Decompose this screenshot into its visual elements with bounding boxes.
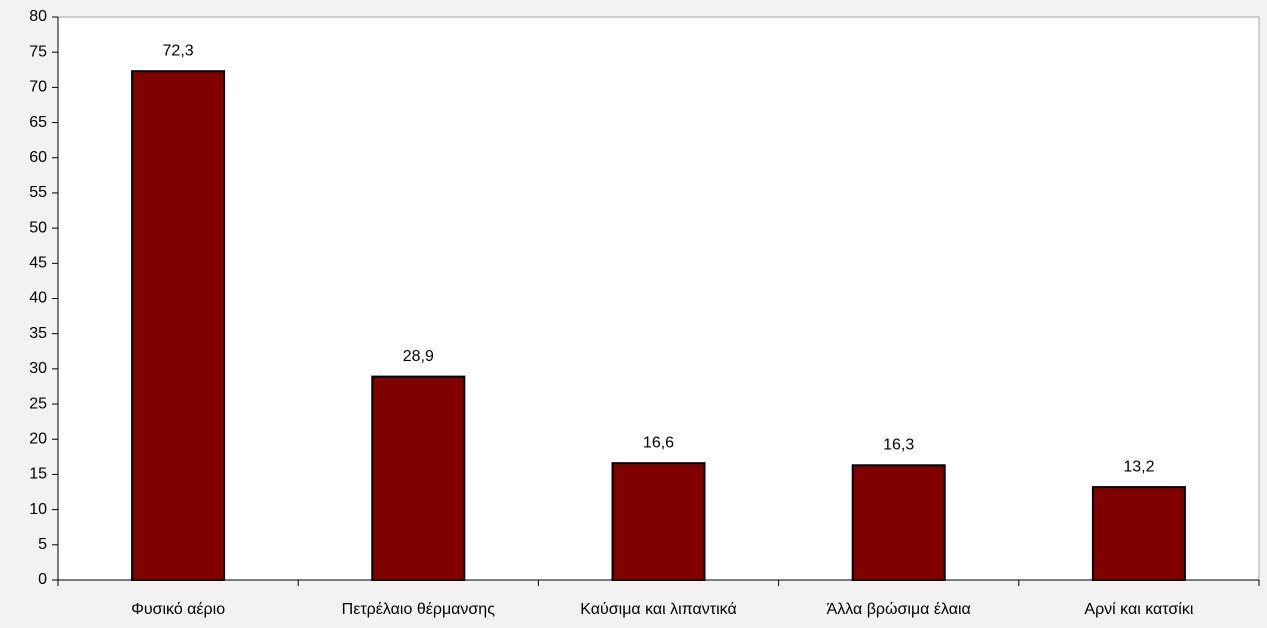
bar [131, 70, 226, 581]
y-tick-label: 25 [29, 395, 47, 412]
y-tick-label: 65 [29, 114, 47, 131]
bar [611, 462, 706, 581]
data-label: 28,9 [403, 348, 434, 365]
x-tick-label: Πετρέλαιο θέρμανσης [342, 601, 496, 618]
data-label: 16,6 [643, 434, 674, 451]
y-tick-label: 15 [29, 466, 47, 483]
y-tick-label: 40 [29, 290, 47, 307]
y-tick-label: 30 [29, 360, 47, 377]
y-tick-label: 10 [29, 501, 47, 518]
y-tick-label: 55 [29, 184, 47, 201]
bar [1091, 486, 1186, 582]
data-label: 16,3 [883, 437, 914, 454]
x-tick-label: Καύσιμα και λιπαντικά [580, 601, 736, 618]
data-label: 72,3 [163, 42, 194, 59]
bar [851, 464, 946, 582]
y-tick-label: 5 [38, 536, 47, 553]
bar [371, 375, 466, 581]
y-tick-label: 0 [38, 571, 47, 588]
y-tick-label: 80 [29, 8, 47, 25]
y-tick-label: 70 [29, 79, 47, 96]
y-tick-label: 75 [29, 43, 47, 60]
x-tick-label: Αρνί και κατσίκι [1084, 601, 1193, 618]
y-tick-label: 50 [29, 219, 47, 236]
data-label: 13,2 [1123, 458, 1154, 475]
x-tick-label: Φυσικό αέριο [131, 601, 225, 618]
y-tick-label: 60 [29, 149, 47, 166]
y-tick-label: 20 [29, 430, 47, 447]
x-tick-label: Άλλα βρώσιμα έλαια [827, 601, 971, 618]
y-tick-label: 45 [29, 255, 47, 272]
y-tick-label: 35 [29, 325, 47, 342]
